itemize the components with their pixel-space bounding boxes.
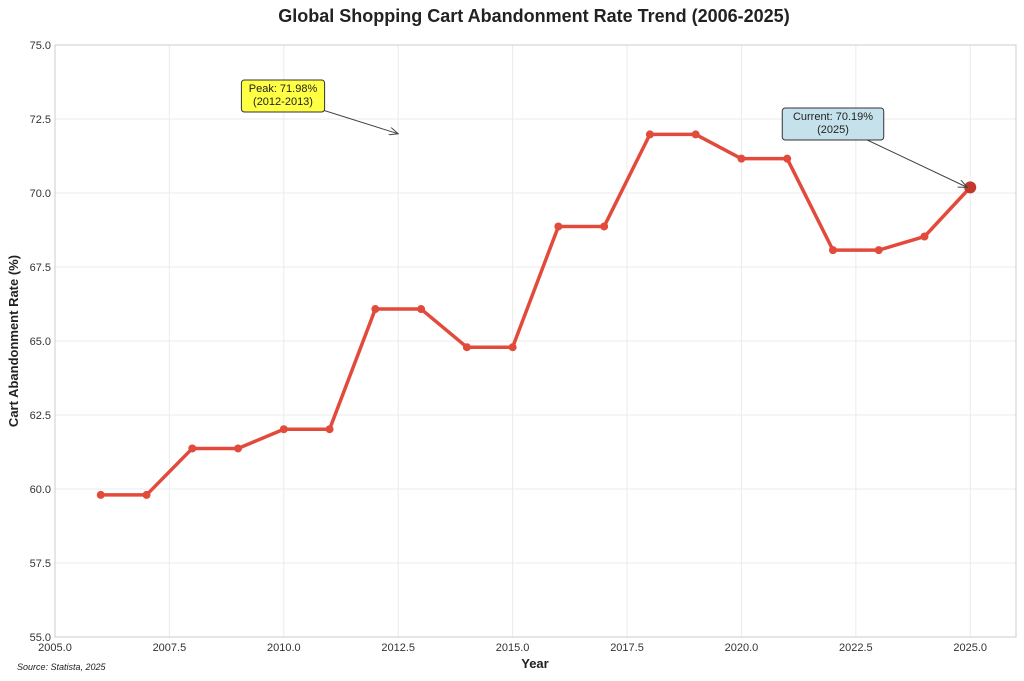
x-tick-label: 2022.5 bbox=[839, 642, 873, 654]
data-point bbox=[554, 222, 563, 231]
annotations: Peak: 71.98%(2012-2013) Current: 70.19%(2… bbox=[240, 79, 967, 187]
data-point bbox=[142, 490, 151, 499]
x-tick-label: 2007.5 bbox=[153, 642, 187, 654]
current-annotation-text: (2025) bbox=[817, 124, 849, 136]
y-tick-label: 62.5 bbox=[30, 410, 51, 422]
data-point bbox=[737, 154, 746, 163]
current-annotation-text: Current: 70.19% bbox=[793, 111, 873, 123]
y-tick-label: 60.0 bbox=[30, 484, 51, 496]
data-point bbox=[234, 444, 243, 453]
data-point bbox=[828, 246, 837, 255]
y-axis-label: Cart Abandonment Rate (%) bbox=[6, 255, 21, 427]
x-axis-label: Year bbox=[521, 656, 548, 671]
x-tick-label: 2017.5 bbox=[610, 642, 644, 654]
x-tick-label: 2015.0 bbox=[496, 642, 530, 654]
x-tick-label: 2010.0 bbox=[267, 642, 301, 654]
source-note: Source: Statista, 2025 bbox=[17, 662, 107, 672]
data-point bbox=[920, 232, 929, 241]
axis-ticks: 2005.0 2007.5 2010.0 2012.5 2015.0 2017.5 2020… bbox=[30, 40, 987, 654]
series-line bbox=[99, 132, 972, 497]
y-tick-label: 55.0 bbox=[30, 632, 51, 644]
data-point bbox=[279, 425, 288, 434]
y-tick-label: 72.5 bbox=[30, 114, 51, 126]
chart-title: Global Shopping Cart Abandonment Rate Tr… bbox=[278, 6, 789, 26]
series-group bbox=[96, 130, 977, 499]
data-point bbox=[874, 246, 883, 255]
x-tick-label: 2005.0 bbox=[38, 642, 72, 654]
current-annotation-box bbox=[781, 107, 885, 141]
data-point bbox=[645, 130, 654, 139]
data-point bbox=[188, 444, 197, 453]
x-tick-label: 2025.0 bbox=[953, 642, 987, 654]
data-point bbox=[508, 343, 517, 352]
x-tick-label: 2020.0 bbox=[725, 642, 759, 654]
data-point bbox=[325, 425, 334, 434]
data-point bbox=[371, 305, 380, 314]
y-tick-label: 67.5 bbox=[30, 262, 51, 274]
current-annotation-arrow bbox=[862, 137, 967, 187]
plot-area-frame bbox=[54, 44, 1017, 638]
peak-annotation-text: Peak: 71.98% bbox=[249, 83, 318, 95]
x-tick-label: 2012.5 bbox=[381, 642, 415, 654]
data-point bbox=[691, 130, 700, 139]
y-tick-label: 75.0 bbox=[30, 40, 51, 52]
current-value-marker bbox=[964, 181, 977, 194]
y-tick-label: 70.0 bbox=[30, 188, 51, 200]
y-tick-label: 65.0 bbox=[30, 336, 51, 348]
peak-annotation-box bbox=[240, 79, 326, 113]
data-point bbox=[783, 154, 792, 163]
data-point bbox=[462, 343, 471, 352]
peak-annotation-arrow bbox=[322, 109, 399, 134]
peak-annotation-text: (2012-2013) bbox=[253, 96, 313, 108]
data-point bbox=[600, 222, 609, 231]
y-tick-label: 57.5 bbox=[30, 558, 51, 570]
data-point bbox=[96, 490, 105, 499]
data-point bbox=[417, 305, 426, 314]
